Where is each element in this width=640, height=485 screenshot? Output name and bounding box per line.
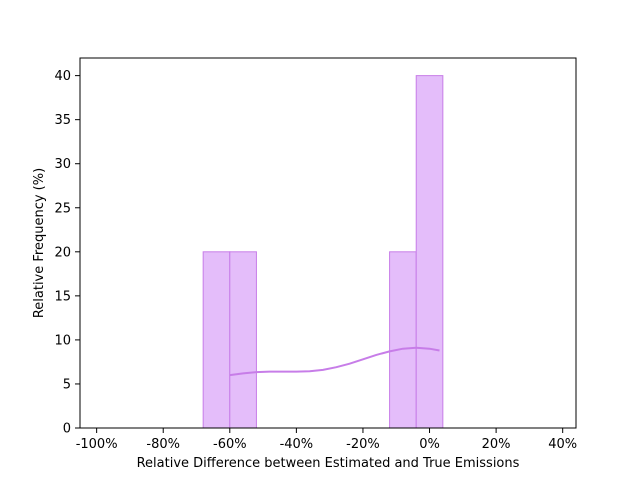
x-tick-label: 40% [548,437,577,452]
y-tick-label: 35 [54,113,71,128]
x-axis-ticks: -100% -80% -60% -40% -20% 0% 20% 40% [76,428,577,452]
x-tick-label: -20% [346,437,380,452]
histogram-bar [202,251,231,429]
x-tick-label: 20% [482,437,511,452]
kde-curve [229,346,440,377]
x-tick-label: -60% [213,437,247,452]
y-tick-label: 30 [54,157,71,172]
y-tick-label: 5 [63,377,71,392]
y-axis-ticks: 0 5 10 15 20 25 30 35 40 [54,69,80,437]
y-tick-label: 40 [54,69,71,84]
histogram-bar [229,251,257,429]
plot-frame [79,57,577,429]
y-tick-label: 25 [54,201,71,216]
histogram-bar [389,251,417,429]
x-tick-label: -40% [280,437,314,452]
x-axis-label: Relative Difference between Estimated an… [137,456,520,471]
y-tick-label: 15 [54,289,71,304]
x-tick-label: -80% [146,437,180,452]
y-tick-label: 20 [54,245,71,260]
histogram-bar [415,75,444,429]
y-tick-label: 0 [63,422,71,437]
y-axis-label: Relative Frequency (%) [32,168,47,318]
x-tick-label: 0% [419,437,440,452]
bars-group [202,75,444,429]
x-tick-label: -100% [76,437,118,452]
y-tick-label: 10 [54,333,71,348]
